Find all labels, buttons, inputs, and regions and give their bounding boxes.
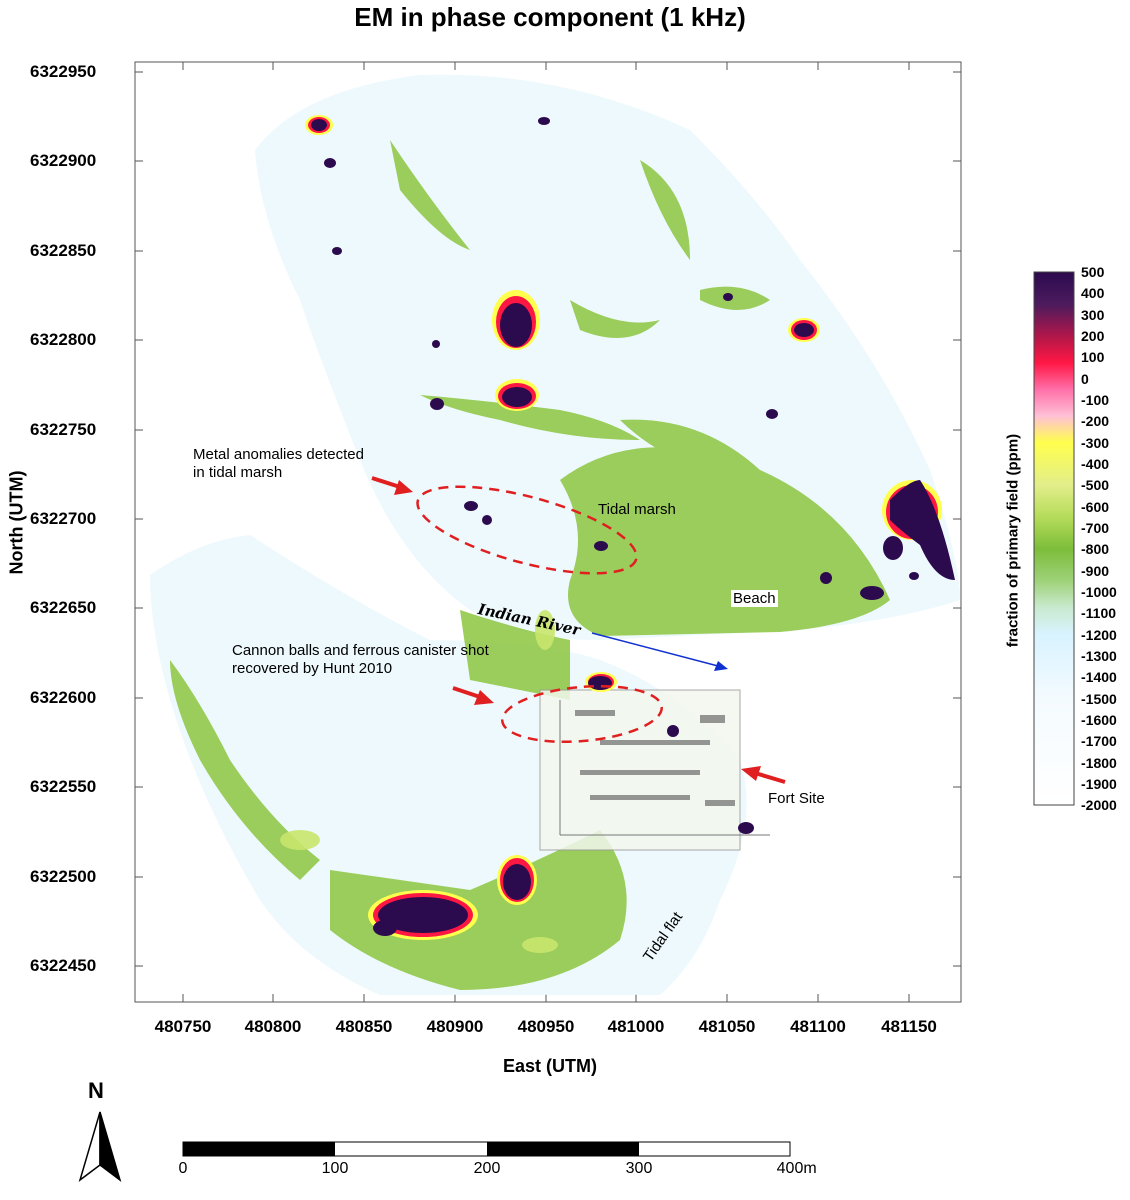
x-tick-label: 480900 <box>426 1017 484 1036</box>
y-tick-label: 6322650 <box>30 598 97 617</box>
x-tick-label: 480800 <box>244 1017 302 1036</box>
y-tick-label: 6322900 <box>30 151 97 170</box>
colorbar-tick: -600 <box>1081 499 1110 515</box>
colorbar-tick: 500 <box>1081 264 1105 280</box>
y-axis-label: North (UTM) <box>6 470 27 575</box>
x-tick-label: 481050 <box>698 1017 756 1036</box>
colorbar-tick: -1200 <box>1081 627 1117 643</box>
colorbar-tick: 0 <box>1081 371 1089 387</box>
colorbar-tick: -300 <box>1081 435 1110 451</box>
colorbar-tick: -800 <box>1081 541 1110 557</box>
x-tick-label: 481100 <box>790 1017 846 1036</box>
colorbar-tick: 300 <box>1081 307 1105 323</box>
scale-label: 400 <box>776 1160 804 1177</box>
colorbar-tick: -200 <box>1081 413 1110 429</box>
colorbar-tick: 400 <box>1081 285 1105 301</box>
scale-label: 100 <box>321 1160 349 1177</box>
annotation-arrows <box>371 476 786 784</box>
inset-features <box>575 710 735 806</box>
colorbar-tick: -1400 <box>1081 669 1117 685</box>
y-tick-label: 6322850 <box>30 241 97 260</box>
colorbar-tick: -1500 <box>1081 691 1117 707</box>
y-tick-label: 6322700 <box>30 509 97 528</box>
tidal-marsh-label: Tidal marsh <box>598 501 676 518</box>
ground-response-yellowgreen <box>280 610 558 953</box>
y-tick-label: 6322750 <box>30 420 97 439</box>
colorbar-tick: -2000 <box>1081 797 1117 813</box>
scale-unit: m <box>803 1160 817 1177</box>
x-tick-label: 481000 <box>607 1017 665 1036</box>
cannon-balls-label-line2: recovered by Hunt 2010 <box>232 660 393 677</box>
map-title: EM in phase component (1 kHz) <box>354 2 746 32</box>
colorbar-tick: -1700 <box>1081 733 1117 749</box>
y-tick-label: 6322800 <box>30 330 97 349</box>
colorbar <box>1033 271 1075 806</box>
colorbar-label: fraction of primary field (ppm) <box>1004 433 1022 648</box>
cannon-balls-label-line1: Cannon balls and ferrous canister shot <box>232 642 489 659</box>
fort-site-label: Fort Site <box>768 790 825 807</box>
metal-anomalies <box>305 115 955 940</box>
y-tick-label: 6322600 <box>30 688 97 707</box>
y-tick-marks <box>135 71 961 967</box>
scale-label: 0 <box>178 1160 188 1177</box>
colorbar-tick: -1800 <box>1081 755 1117 771</box>
scale-label: 300 <box>625 1160 653 1177</box>
colorbar-tick: -400 <box>1081 456 1110 472</box>
x-tick-label: 480750 <box>154 1017 212 1036</box>
x-tick-label: 480850 <box>335 1017 393 1036</box>
x-tick-label: 480950 <box>517 1017 575 1036</box>
scale-bar <box>182 1141 791 1157</box>
colorbar-tick: -100 <box>1081 392 1110 408</box>
colorbar-tick: -500 <box>1081 477 1110 493</box>
scale-label: 200 <box>473 1160 501 1177</box>
y-tick-label: 6322450 <box>30 956 97 975</box>
colorbar-tick: -1900 <box>1081 776 1117 792</box>
metal-anomaly-ellipse <box>416 485 638 575</box>
y-tick-label: 6322950 <box>30 62 97 81</box>
x-tick-marks <box>182 62 910 1002</box>
river-arrow-head <box>714 661 728 671</box>
metal-anomalies-label-line2: in tidal marsh <box>193 464 283 481</box>
colorbar-tick: -1300 <box>1081 648 1117 664</box>
x-axis-label: East (UTM) <box>503 1056 597 1076</box>
cannon-balls-label: Cannon balls and ferrous canister shot r… <box>232 642 489 678</box>
colorbar-tick: -1000 <box>1081 584 1117 600</box>
colorbar-tick: 200 <box>1081 328 1105 344</box>
metal-anomalies-label-line1: Metal anomalies detected <box>193 446 364 463</box>
colorbar-tick: -1600 <box>1081 712 1117 728</box>
y-tick-label: 6322550 <box>30 777 97 796</box>
cannon-ball-ellipse <box>501 684 663 744</box>
north-arrow-icon <box>78 1111 122 1182</box>
colorbar-tick: -900 <box>1081 563 1110 579</box>
colorbar-tick: 100 <box>1081 349 1105 365</box>
north-label: N <box>88 1078 104 1103</box>
metal-anomalies-label: Metal anomalies detected in tidal marsh <box>193 446 364 482</box>
colorbar-tick: -700 <box>1081 520 1110 536</box>
y-tick-label: 6322500 <box>30 867 97 886</box>
x-tick-label: 481150 <box>881 1017 937 1036</box>
beach-label: Beach <box>731 590 778 607</box>
river-arrow-line <box>591 632 719 667</box>
colorbar-tick: -1100 <box>1081 605 1117 621</box>
